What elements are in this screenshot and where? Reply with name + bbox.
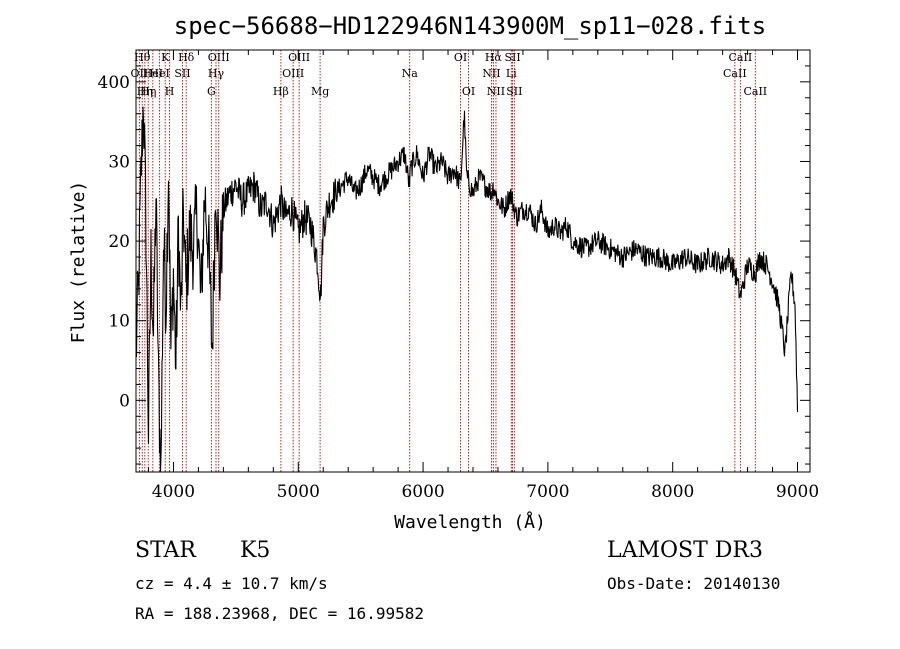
x-axis-title: Wavelength (Å) xyxy=(394,511,546,533)
reference-line-label-16: Mg xyxy=(311,85,329,98)
reference-line-label-5: HeI xyxy=(149,67,169,80)
x-tick-label-4: 8000 xyxy=(651,482,694,502)
reference-line-label-4: HeI xyxy=(143,67,163,80)
reference-line-label-7: H xyxy=(165,85,175,98)
coordinates-readout: RA = 188.23968, DEC = 16.99582 xyxy=(135,604,424,623)
reference-line-label-28: CaII xyxy=(743,85,767,98)
reference-line-label-11: Hγ xyxy=(208,67,225,80)
reference-line-label-13: Hβ xyxy=(273,85,289,98)
reference-line-label-19: OI xyxy=(462,85,475,98)
reference-line-label-26: CaII xyxy=(723,67,747,80)
object-subclass: K5 xyxy=(240,538,271,563)
survey-label: LAMOST DR3 xyxy=(607,538,763,563)
reference-line-label-23: Li xyxy=(506,67,517,80)
reference-line-label-24: SII xyxy=(504,51,520,64)
reference-line-label-8: SII xyxy=(174,67,190,80)
reference-line-label-18: OI xyxy=(454,51,467,64)
reference-line-label-12: OIII xyxy=(208,51,230,64)
reference-line-label-3: Hη xyxy=(140,85,156,98)
observation-date: Obs-Date: 20140130 xyxy=(607,574,781,593)
y-tick-label-2: 20 xyxy=(108,232,130,252)
reference-line-label-1: Hθ xyxy=(134,51,151,64)
reference-line-label-2: Hη xyxy=(137,85,153,98)
flux-series-line xyxy=(135,106,799,473)
reference-line-labels: OIIHθHηHηHeIHeIKHSIIHδGHγOIIIHβOIIIOIIIM… xyxy=(131,51,768,98)
redshift-readout: cz = 4.4 ± 10.7 km/s xyxy=(135,574,328,593)
chart-title: spec−56688−HD122946N143900M_sp11−028.fit… xyxy=(174,12,766,40)
x-tick-label-3: 7000 xyxy=(526,482,569,502)
reference-line-label-14: OIII xyxy=(282,67,304,80)
reference-line-label-6: K xyxy=(161,51,170,64)
y-tick-label-1: 10 xyxy=(108,312,130,332)
reference-line-label-17: Na xyxy=(402,67,419,80)
axis-ticks: 4000 5000 6000 7000 8000 9000 0 10 20 30 400 xyxy=(98,49,819,502)
y-tick-label-3: 30 xyxy=(108,152,130,172)
reference-line-label-0: OII xyxy=(131,67,149,80)
x-tick-label-1: 5000 xyxy=(277,482,320,502)
reference-line-label-22: NII xyxy=(487,85,505,98)
reference-line-label-10: G xyxy=(207,85,216,98)
x-tick-label-2: 6000 xyxy=(401,482,444,502)
reference-line-label-27: CaII xyxy=(729,51,753,64)
plot-frame xyxy=(135,49,811,473)
reference-line-label-25: SII xyxy=(506,85,522,98)
y-axis-title: Flux (relative) xyxy=(68,181,89,344)
reference-line-label-20: NII xyxy=(482,67,500,80)
object-class: STAR xyxy=(135,538,196,563)
reference-line-label-9: Hδ xyxy=(178,51,195,64)
x-tick-label-0: 4000 xyxy=(152,482,195,502)
y-tick-label-4: 400 xyxy=(98,73,130,93)
x-tick-label-5: 9000 xyxy=(776,482,819,502)
reference-line-label-21: Hα xyxy=(485,51,503,64)
y-tick-label-0: 0 xyxy=(119,391,130,411)
reference-line-label-15: OIII xyxy=(288,51,310,64)
